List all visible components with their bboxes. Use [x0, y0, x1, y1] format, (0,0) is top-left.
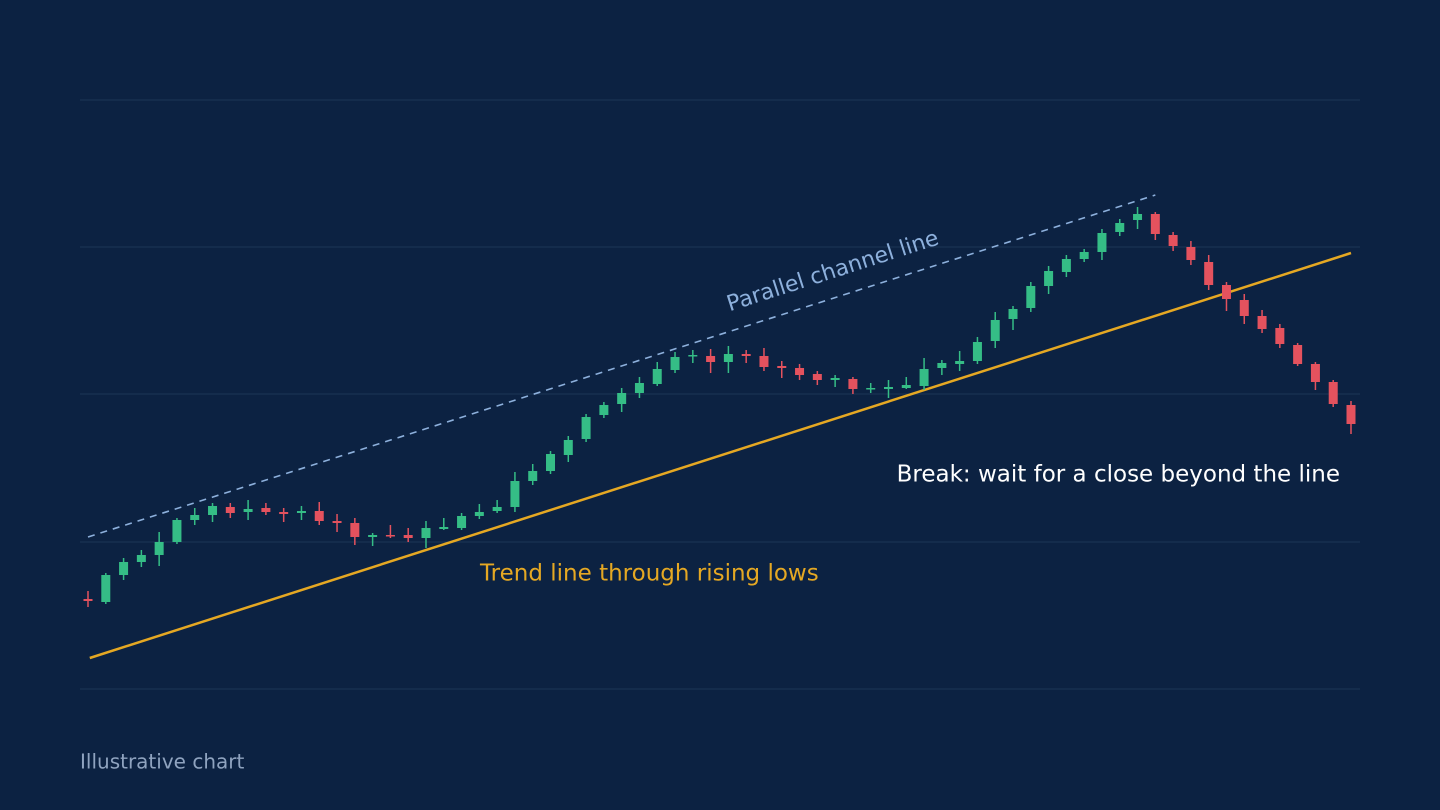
candle-body	[670, 357, 680, 370]
candle-body	[172, 520, 182, 542]
candle-body	[759, 356, 769, 367]
candle-body	[261, 508, 271, 512]
candle-body	[581, 417, 591, 439]
candle-body	[1257, 316, 1267, 329]
candle-body	[1079, 252, 1089, 259]
candle-body	[723, 354, 733, 362]
candle-body	[279, 512, 289, 514]
candle-body	[563, 440, 573, 455]
candle-body	[510, 481, 520, 507]
candle-body	[1008, 309, 1018, 319]
candle-body	[1097, 233, 1107, 252]
candle-body	[1044, 271, 1054, 286]
candle-body	[1150, 214, 1160, 234]
candle-body	[1239, 300, 1249, 316]
candle-body	[688, 355, 698, 357]
candle-body	[1061, 259, 1071, 272]
candle-body	[866, 388, 876, 390]
candle-body	[332, 521, 342, 523]
candle-body	[883, 387, 893, 389]
candle-body	[119, 562, 129, 575]
candle-body	[492, 507, 502, 511]
trend-label: Trend line through rising lows	[479, 561, 819, 587]
candle-body	[457, 516, 467, 528]
candle-body	[403, 535, 413, 538]
candle-body	[1026, 286, 1036, 308]
candle-body	[296, 511, 306, 513]
candle-body	[208, 506, 218, 515]
candle-body	[385, 535, 395, 537]
candle-body	[243, 509, 253, 512]
candle-body	[368, 535, 378, 537]
candle-body	[1328, 382, 1338, 404]
candle-body	[439, 527, 449, 529]
candle-body	[190, 515, 200, 520]
candle-body	[1310, 364, 1320, 382]
candle-body	[1115, 223, 1125, 232]
candle-body	[617, 393, 627, 404]
candle-body	[546, 454, 556, 471]
candle-body	[83, 599, 93, 601]
candle-body	[848, 379, 858, 389]
candle-body	[101, 575, 111, 602]
candle-body	[830, 378, 840, 380]
candle-body	[474, 512, 484, 516]
candle-body	[1168, 235, 1178, 246]
candle-body	[990, 320, 1000, 341]
candle-body	[937, 363, 947, 368]
candle-body	[1346, 405, 1356, 424]
candle-body	[634, 383, 644, 393]
candle-body	[528, 471, 538, 481]
candle-body	[1221, 285, 1231, 299]
candle-body	[795, 368, 805, 375]
candle-body	[955, 361, 965, 364]
candle-body	[154, 542, 164, 555]
candle-body	[421, 528, 431, 538]
candle-body	[777, 366, 787, 368]
candle-body	[314, 511, 324, 521]
trend-line	[89, 251, 1352, 660]
candle-body	[919, 369, 929, 386]
candle-body	[706, 356, 716, 362]
candle-body	[1293, 345, 1303, 364]
channel-label: Parallel channel line	[724, 226, 942, 317]
candle-body	[652, 369, 662, 384]
candle-body	[1204, 262, 1214, 285]
candle-body	[1186, 247, 1196, 260]
candle-body	[599, 405, 609, 415]
candle-body	[136, 555, 146, 562]
candle-body	[350, 523, 360, 537]
candle-body	[1133, 214, 1143, 220]
candle-body	[225, 507, 235, 513]
candle-body	[812, 374, 822, 380]
candle-body	[972, 342, 982, 361]
footer: Illustrative chart	[80, 750, 244, 774]
channel-line	[87, 194, 1156, 538]
candle-body	[741, 354, 751, 356]
candle-body	[1275, 328, 1285, 344]
candle-body	[901, 385, 911, 388]
annotation: Break: wait for a close beyond the line	[897, 462, 1340, 488]
